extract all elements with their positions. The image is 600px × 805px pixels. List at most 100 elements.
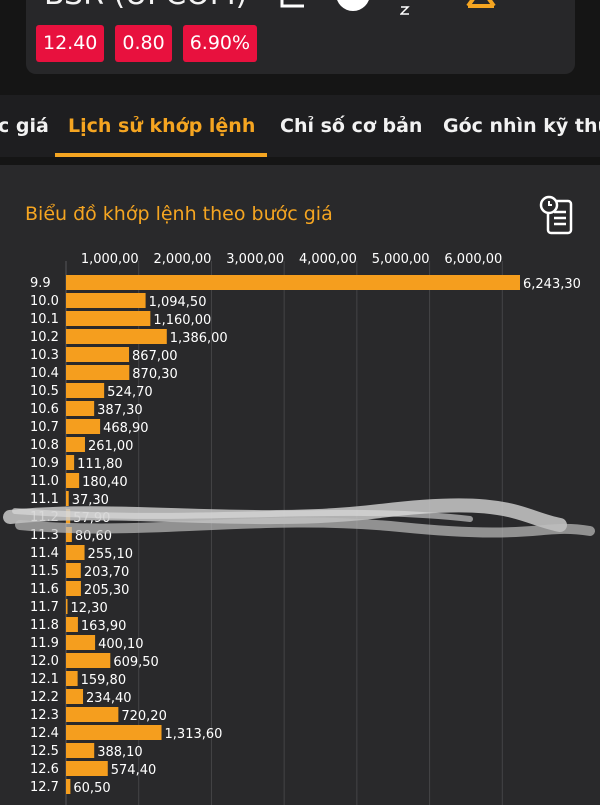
category-label: 11.6 <box>30 582 59 597</box>
category-label: 11.0 <box>30 474 59 489</box>
value-label: 57,90 <box>73 511 110 526</box>
value-label: 261,00 <box>88 439 134 454</box>
value-label: 867,00 <box>132 349 178 364</box>
bar <box>66 707 119 722</box>
category-label: 11.9 <box>30 636 59 651</box>
alert-icon[interactable] <box>464 0 498 16</box>
bar <box>66 581 81 596</box>
chart-icon[interactable] <box>280 0 306 12</box>
bar <box>66 437 85 452</box>
stock-ticker: BSR (UPCOM) <box>44 0 247 10</box>
bar <box>66 509 71 524</box>
category-label: 10.3 <box>30 348 59 363</box>
category-label: 9.9 <box>30 276 51 291</box>
category-label: 11.3 <box>30 528 59 543</box>
category-label: 12.3 <box>30 708 59 723</box>
active-tab-indicator <box>55 153 267 157</box>
bar <box>66 563 81 578</box>
bar <box>66 365 130 380</box>
tab-fundamentals[interactable]: Chỉ số cơ bản <box>280 115 423 137</box>
category-label: 12.0 <box>30 654 59 669</box>
value-label: 163,90 <box>81 619 127 634</box>
bar <box>66 311 151 326</box>
value-label: 6,243,30 <box>523 277 581 292</box>
x-tick-label: 6,000,00 <box>444 252 502 267</box>
tab-order-history[interactable]: Lịch sử khớp lệnh <box>68 115 256 137</box>
category-label: 10.4 <box>30 366 59 381</box>
category-label: 12.5 <box>30 744 59 759</box>
category-label: 11.2 <box>30 510 59 525</box>
value-label: 12,30 <box>71 601 108 616</box>
category-label: 12.2 <box>30 690 59 705</box>
value-label: 387,30 <box>97 403 143 418</box>
tab-technical-view[interactable]: Góc nhìn kỹ thu <box>443 115 600 137</box>
bar <box>66 599 68 614</box>
bar <box>66 653 111 668</box>
value-label: 400,10 <box>98 637 144 652</box>
tab-price[interactable]: c giá <box>0 115 49 137</box>
value-label: 388,10 <box>97 745 142 760</box>
stock-header-card: BSR (UPCOM) 12.40 0.80 6.90% <box>26 0 575 74</box>
bar <box>66 671 78 686</box>
bar <box>66 617 78 632</box>
category-label: 10.6 <box>30 402 59 417</box>
category-label: 11.8 <box>30 618 59 633</box>
x-tick-label: 1,000,00 <box>81 252 139 267</box>
value-label: 205,30 <box>84 583 129 598</box>
value-label: 203,70 <box>84 565 130 580</box>
order-match-bar-chart: 1,000,00 2,000,00 3,000,00 4,000,00 5,000,00… <box>30 252 581 805</box>
category-label: 12.4 <box>30 726 59 741</box>
category-label: 11.1 <box>30 492 59 507</box>
bar <box>66 743 95 758</box>
value-label: 234,40 <box>86 691 132 706</box>
value-label: 1,160,00 <box>153 313 211 328</box>
value-label: 468,90 <box>103 421 148 436</box>
bar <box>66 689 84 704</box>
category-label: 10.0 <box>30 294 59 309</box>
report-icon[interactable] <box>538 195 574 239</box>
x-tick-label: 4,000,00 <box>299 252 357 267</box>
bar <box>66 455 75 470</box>
change-badge: 0.80 <box>115 25 172 62</box>
category-label: 10.8 <box>30 438 59 453</box>
notification-icon[interactable] <box>399 0 410 19</box>
value-label: 37,30 <box>72 493 109 508</box>
bar <box>66 293 146 308</box>
value-label: 1,386,00 <box>170 331 228 346</box>
x-tick-label: 2,000,00 <box>154 252 212 267</box>
category-label: 10.7 <box>30 420 59 435</box>
chart-title: Biểu đồ khớp lệnh theo bước giá <box>25 203 333 225</box>
category-label: 11.7 <box>30 600 59 615</box>
value-label: 159,80 <box>81 673 127 688</box>
bar <box>66 419 101 434</box>
bar <box>66 383 105 398</box>
category-label: 11.4 <box>30 546 59 561</box>
category-label: 11.5 <box>30 564 59 579</box>
price-badges: 12.40 0.80 6.90% <box>36 25 258 62</box>
bar <box>66 473 80 488</box>
value-label: 609,50 <box>113 655 159 670</box>
x-tick-label: 5,000,00 <box>372 252 430 267</box>
category-label: 10.2 <box>30 330 59 345</box>
info-icon[interactable] <box>336 0 370 16</box>
category-label: 10.1 <box>30 312 59 327</box>
bar <box>66 401 95 416</box>
value-label: 80,60 <box>75 529 112 544</box>
category-label: 12.6 <box>30 762 59 777</box>
bar <box>66 761 108 776</box>
bar <box>66 779 71 794</box>
price-badge: 12.40 <box>36 25 105 62</box>
category-label: 12.7 <box>30 780 59 795</box>
bar <box>66 527 72 542</box>
category-label: 10.9 <box>30 456 59 471</box>
category-label: 12.1 <box>30 672 59 687</box>
bar <box>66 491 69 506</box>
value-label: 870,30 <box>132 367 178 382</box>
bar <box>66 725 162 740</box>
value-label: 111,80 <box>77 457 123 472</box>
order-match-panel: Biểu đồ khớp lệnh theo bước giá 1,000,00… <box>0 165 600 805</box>
value-label: 574,40 <box>111 763 157 778</box>
bar <box>66 275 520 290</box>
change-percent-badge: 6.90% <box>182 25 258 62</box>
value-label: 255,10 <box>88 547 134 562</box>
